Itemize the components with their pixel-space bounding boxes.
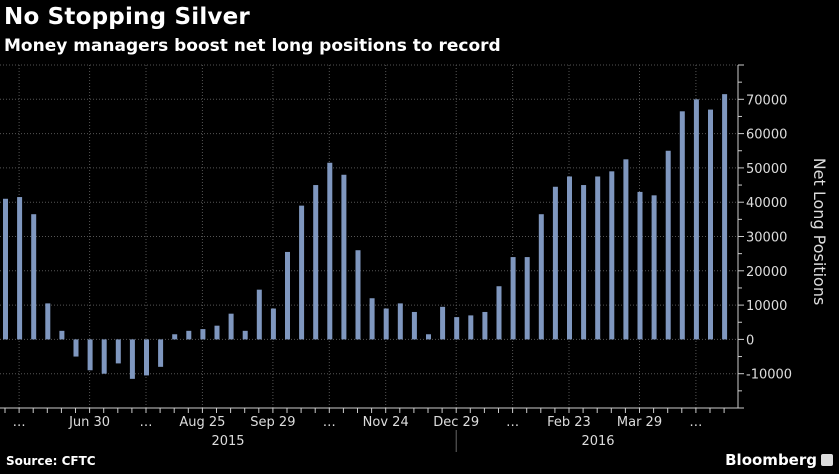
source-note: Source: CFTC [6, 454, 96, 468]
bar [510, 257, 516, 340]
y-tick-label: 30000 [746, 231, 787, 246]
bar [200, 329, 206, 340]
y-tick-label: 40000 [746, 196, 787, 211]
bar [144, 339, 149, 376]
bar [313, 185, 319, 340]
bar [228, 313, 234, 340]
bar [708, 109, 713, 340]
bar [369, 298, 375, 340]
bar [17, 197, 23, 340]
y-tick-label: 60000 [746, 128, 787, 143]
x-tick-label: … [323, 415, 336, 430]
bar [426, 334, 431, 340]
x-tick-label: … [13, 415, 26, 430]
bar [242, 330, 248, 340]
bar [115, 339, 121, 364]
bar [31, 214, 37, 340]
bar [552, 186, 558, 340]
bar [679, 111, 685, 340]
bar [651, 195, 657, 340]
bar [665, 150, 671, 340]
bar [214, 325, 220, 340]
bar [454, 317, 460, 340]
bar [256, 289, 262, 340]
bar [341, 174, 347, 340]
bar [482, 311, 488, 340]
bar [45, 303, 51, 340]
bar [595, 176, 601, 340]
bar [172, 334, 178, 340]
year-label-2016: 2016 [581, 434, 614, 449]
bloomberg-logo: Bloomberg [725, 451, 817, 469]
bar [101, 339, 107, 374]
bloomberg-chart-icon [821, 454, 833, 466]
bar [397, 303, 403, 340]
bar [693, 99, 699, 340]
x-tick-label: Sep 29 [250, 415, 295, 430]
bar [581, 185, 587, 340]
bar [440, 306, 446, 340]
bar [186, 330, 192, 340]
bar [270, 308, 276, 340]
bar [496, 286, 502, 340]
bar [73, 339, 79, 357]
x-tick-label: … [689, 415, 702, 430]
bar [59, 330, 65, 340]
bar [299, 205, 305, 340]
x-tick-label: Mar 29 [617, 415, 662, 430]
bar [567, 176, 572, 340]
bar [468, 315, 474, 340]
bar [3, 198, 8, 340]
x-tick-label: Aug 25 [179, 415, 225, 430]
bar [722, 94, 728, 340]
y-tick-label: 20000 [746, 265, 787, 280]
x-tick-label: Dec 29 [433, 415, 479, 430]
bar [158, 339, 164, 367]
y-axis-label: Net Long Positions [810, 158, 829, 306]
y-tick-label: 10000 [746, 299, 787, 314]
x-tick-label: Nov 24 [363, 415, 409, 430]
bar [623, 159, 629, 340]
bar [538, 214, 544, 340]
bar [285, 251, 290, 340]
y-tick-label: 0 [746, 333, 754, 348]
bar [383, 308, 389, 340]
bar [411, 311, 417, 340]
x-tick-label: Feb 23 [547, 415, 591, 430]
bar [129, 339, 135, 379]
bar [355, 250, 361, 340]
bar [637, 191, 643, 340]
year-label-2015: 2015 [211, 434, 244, 449]
chart-subtitle: Money managers boost net long positions … [4, 36, 501, 56]
bar [609, 171, 615, 340]
y-tick-label: 50000 [746, 162, 787, 177]
bar [524, 257, 530, 340]
chart-title: No Stopping Silver [4, 4, 250, 30]
y-tick-label: 70000 [746, 93, 787, 108]
x-tick-label: … [140, 415, 153, 430]
x-tick-label: Jun 30 [68, 415, 110, 430]
bar [87, 339, 93, 371]
bar [327, 162, 333, 340]
y-tick-label: -10000 [746, 368, 792, 383]
x-tick-label: … [506, 415, 519, 430]
